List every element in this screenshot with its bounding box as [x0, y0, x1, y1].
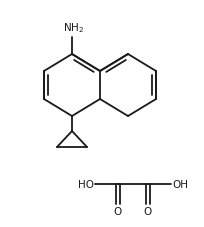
Text: OH: OH: [172, 179, 188, 189]
Text: O: O: [114, 206, 122, 216]
Text: O: O: [144, 206, 152, 216]
Text: HO: HO: [78, 179, 94, 189]
Text: NH$_2$: NH$_2$: [63, 21, 85, 35]
